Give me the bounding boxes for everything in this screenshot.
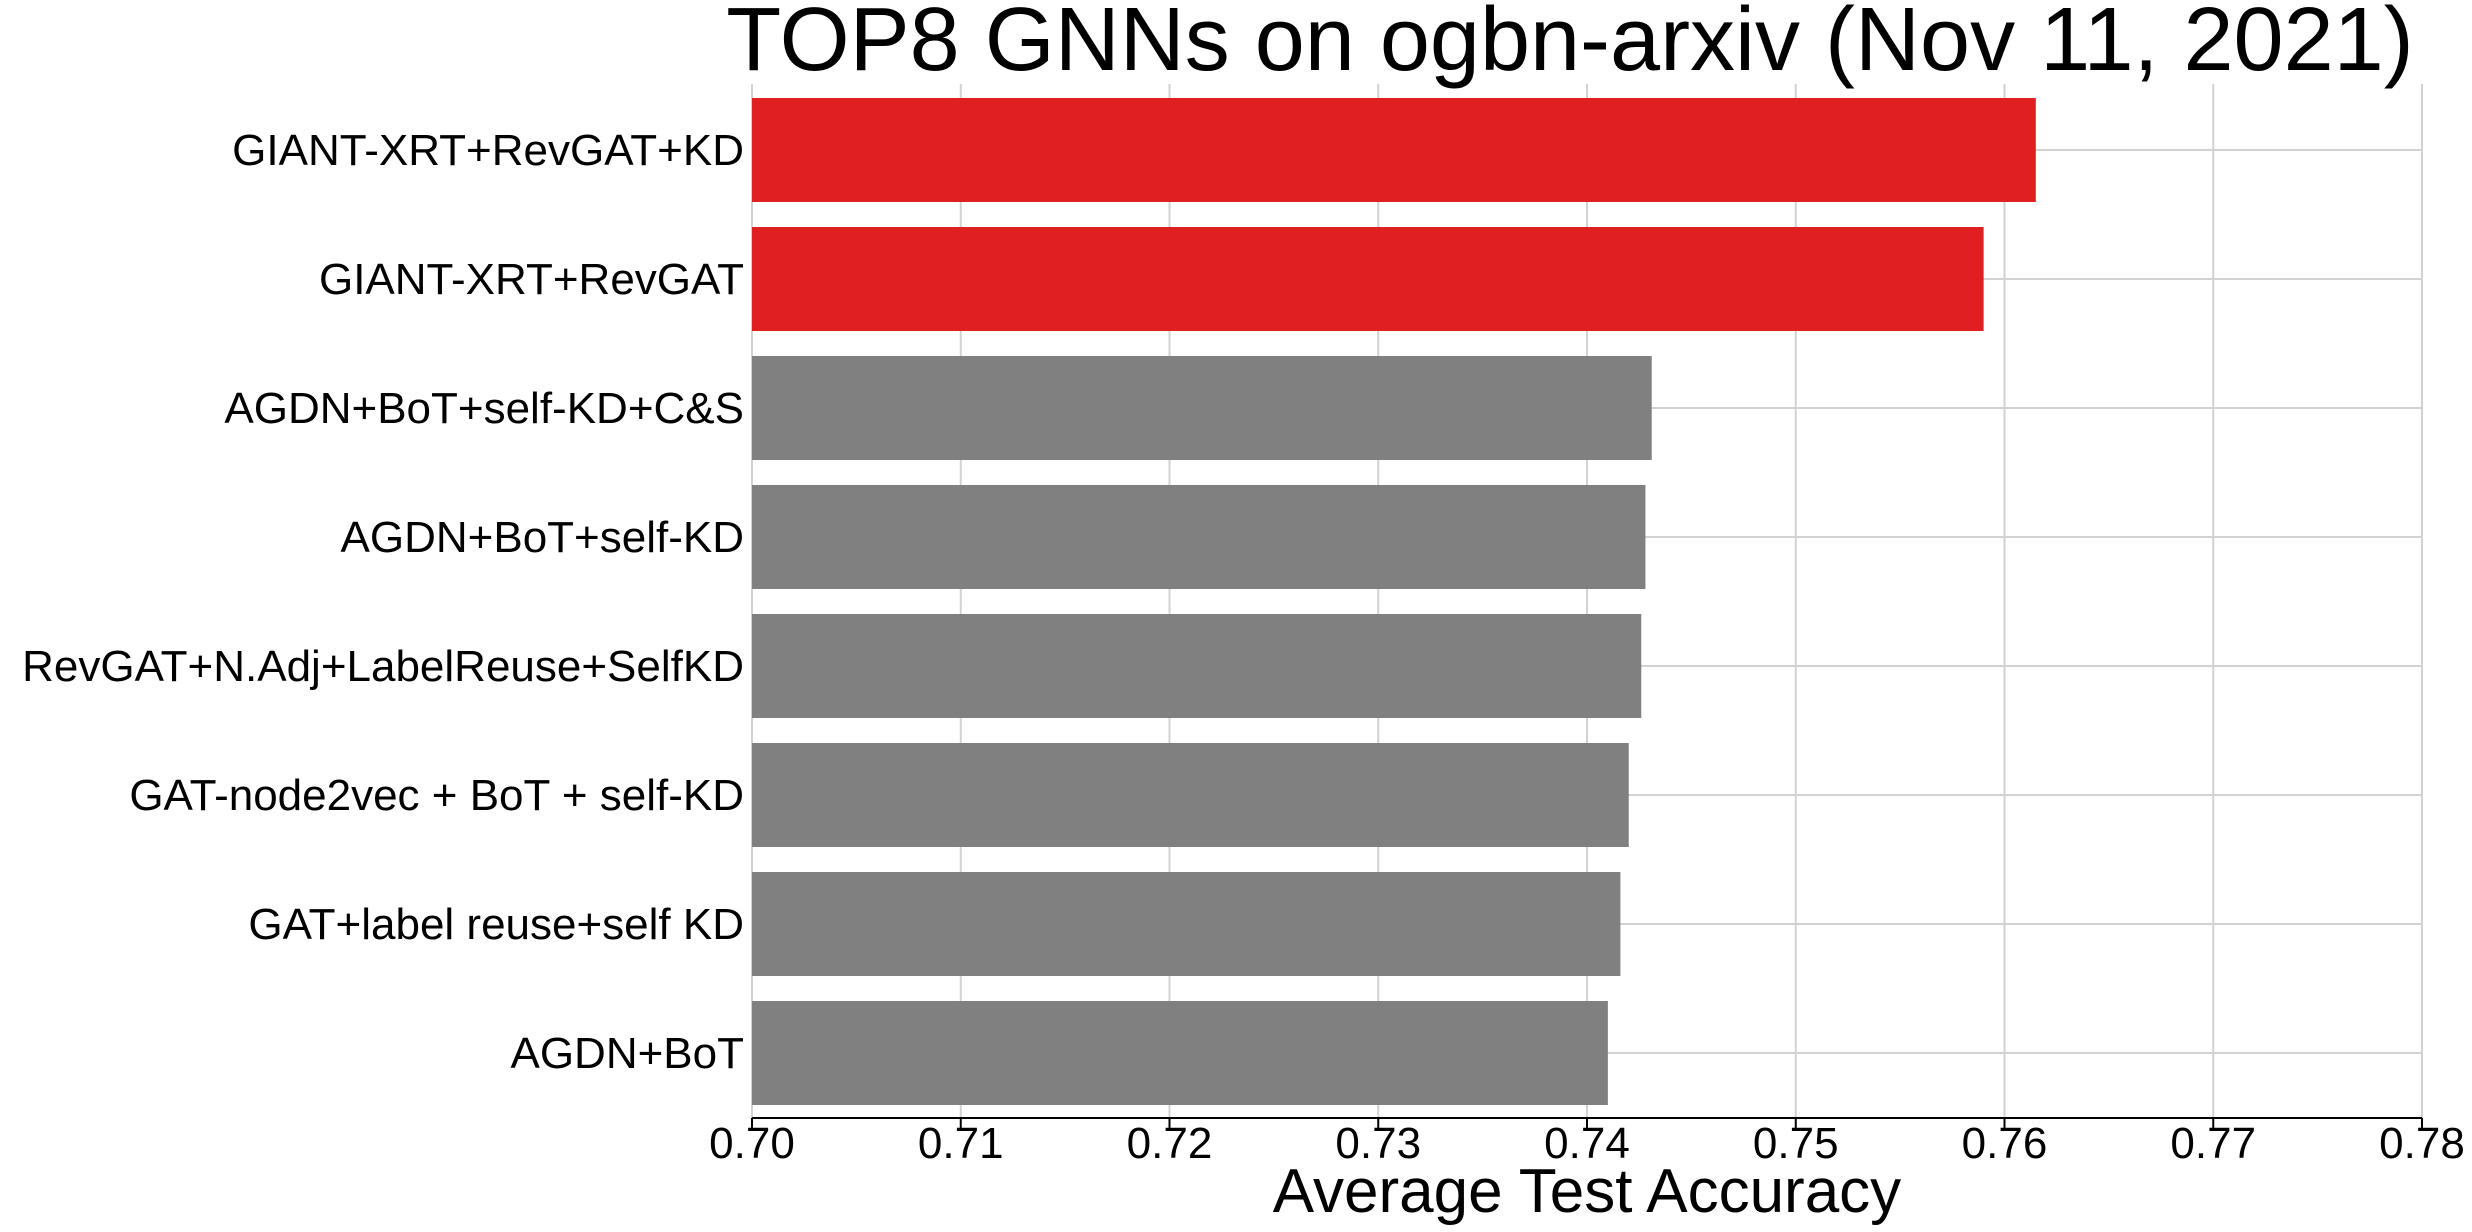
axis-layer (751, 1117, 2423, 1128)
bar (752, 485, 1646, 589)
bar (752, 1001, 1608, 1105)
x-axis-label: Average Test Accuracy (1273, 1157, 1901, 1226)
category-label: AGDN+BoT+self-KD+C&S (224, 384, 744, 433)
labels-layer: 0.70 0.71 0.72 0.73 0.74 0.75 0.76 0.77 0.78 GIAN… (22, 126, 2465, 1168)
category-label: GAT-node2vec + BoT + self-KD (129, 771, 744, 820)
category-label: GIANT-XRT+RevGAT+KD (232, 126, 744, 175)
category-label: RevGAT+N.Adj+LabelReuse+SelfKD (22, 642, 744, 691)
x-tick-label: 0.75 (1753, 1119, 1839, 1168)
x-tick-label: 0.74 (1544, 1119, 1630, 1168)
bar (752, 743, 1629, 847)
x-tick-label: 0.72 (1127, 1119, 1213, 1168)
bar (752, 98, 2036, 202)
bar (752, 872, 1621, 976)
bar (752, 356, 1652, 460)
x-tick-label: 0.77 (2170, 1119, 2256, 1168)
bar (752, 227, 1984, 331)
category-label: AGDN+BoT (510, 1029, 744, 1078)
bar (752, 614, 1642, 718)
x-tick-label: 0.78 (2379, 1119, 2465, 1168)
bars-layer (752, 98, 2036, 1105)
x-tick-label: 0.70 (709, 1119, 795, 1168)
category-label: GIANT-XRT+RevGAT (319, 255, 744, 304)
category-label: AGDN+BoT+self-KD (341, 513, 744, 562)
x-tick-label: 0.73 (1335, 1119, 1421, 1168)
chart-title: TOP8 GNNs on ogbn-arxiv (Nov 11, 2021) (726, 0, 2413, 90)
x-tick-label: 0.76 (1962, 1119, 2048, 1168)
x-tick-label: 0.71 (918, 1119, 1004, 1168)
category-label: GAT+label reuse+self KD (248, 900, 744, 949)
